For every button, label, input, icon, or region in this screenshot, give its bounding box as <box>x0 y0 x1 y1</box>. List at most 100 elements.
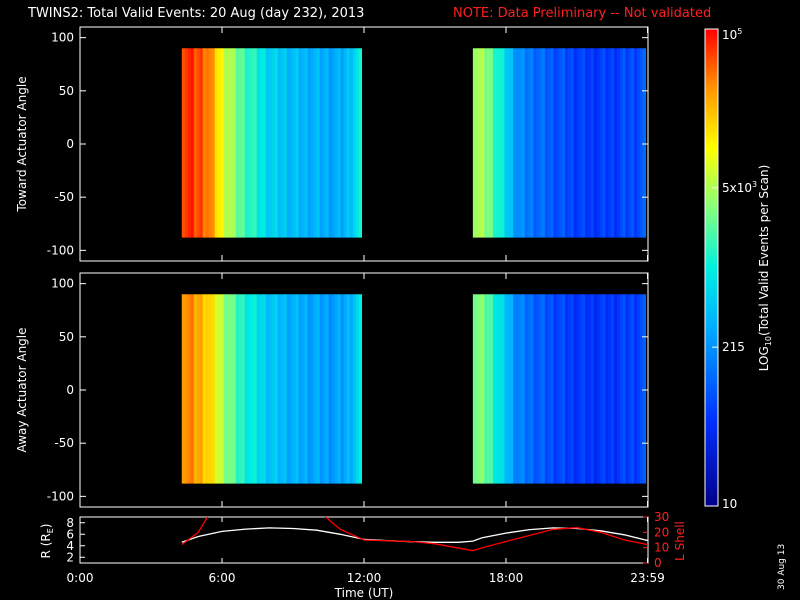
away-column <box>524 294 528 484</box>
date-stamp: 30 Aug 13 <box>777 544 787 590</box>
colorbar-tick-label: 215 <box>722 340 745 354</box>
away-column <box>547 294 552 484</box>
toward-column <box>642 48 647 238</box>
toward-column <box>322 48 327 238</box>
toward-column <box>553 48 557 238</box>
away-column <box>579 294 583 484</box>
away-column <box>611 294 615 484</box>
away-column <box>322 294 327 484</box>
toward-column <box>613 48 618 238</box>
away-column <box>349 294 354 484</box>
away-column <box>516 294 520 484</box>
away-column <box>634 294 638 484</box>
toward-column <box>298 48 303 238</box>
toward-column <box>478 48 482 238</box>
away-column <box>553 294 557 484</box>
toward-column <box>274 48 279 238</box>
toward-column <box>277 48 282 238</box>
toward-column <box>328 48 333 238</box>
toward-column <box>271 48 276 238</box>
away-column <box>265 294 270 484</box>
toward-column <box>193 48 198 238</box>
away-column <box>481 294 485 484</box>
away-column <box>642 294 647 484</box>
toward-column <box>187 48 192 238</box>
away-column <box>262 294 267 484</box>
away-column <box>616 294 621 484</box>
toward-column <box>570 48 575 238</box>
away-column <box>277 294 282 484</box>
away-column <box>530 294 534 484</box>
away-column <box>259 294 264 484</box>
toward-column <box>611 48 615 238</box>
away-column <box>510 294 514 484</box>
away-column <box>556 294 560 484</box>
toward-column <box>507 48 511 238</box>
toward-column <box>265 48 270 238</box>
away-column <box>588 294 592 484</box>
away-column <box>268 294 273 484</box>
away-column <box>193 294 198 484</box>
away-column <box>562 294 566 484</box>
toward-column <box>472 48 477 238</box>
away-column <box>521 294 526 484</box>
toward-column <box>590 48 595 238</box>
y-tick-label: -100 <box>47 243 74 257</box>
away-column <box>310 294 315 484</box>
colorbar-tick-label: 105 <box>722 27 742 42</box>
away-column <box>328 294 333 484</box>
away-column <box>576 294 580 484</box>
away-column <box>343 294 348 484</box>
toward-column <box>337 48 342 238</box>
lshell-line <box>181 517 648 552</box>
away-column <box>352 294 357 484</box>
toward-column <box>358 48 363 238</box>
away-column <box>518 294 523 484</box>
away-column <box>631 294 635 484</box>
toward-column <box>286 48 291 238</box>
away-column <box>313 294 318 484</box>
away-column <box>223 294 228 484</box>
toward-column <box>533 48 537 238</box>
toward-column <box>214 48 219 238</box>
toward-column <box>495 48 500 238</box>
away-column <box>593 294 598 484</box>
toward-column <box>516 48 520 238</box>
toward-column <box>524 48 528 238</box>
away-column <box>295 294 300 484</box>
away-column <box>244 294 249 484</box>
toward-column <box>625 48 629 238</box>
away-column <box>298 294 303 484</box>
away-column <box>196 294 201 484</box>
toward-column <box>190 48 195 238</box>
away-column <box>602 294 606 484</box>
y-tick-label: 100 <box>51 31 74 45</box>
toward-column <box>352 48 357 238</box>
away-column <box>334 294 339 484</box>
toward-column <box>325 48 330 238</box>
y-tick-label: 100 <box>51 277 74 291</box>
away-column <box>325 294 330 484</box>
toward-column <box>181 48 186 238</box>
away-column <box>241 294 246 484</box>
toward-column <box>238 48 243 238</box>
away-column <box>187 294 192 484</box>
toward-column <box>550 48 554 238</box>
toward-heatmap <box>181 48 647 238</box>
colorbar-tick-label: 5x103 <box>722 180 757 195</box>
toward-ylabel: Toward Actuator Angle <box>15 76 29 212</box>
toward-column <box>247 48 252 238</box>
lshell-tick-label: 20 <box>654 525 669 539</box>
away-column <box>636 294 641 484</box>
toward-column <box>631 48 635 238</box>
away-column <box>639 294 644 484</box>
away-column <box>622 294 626 484</box>
away-column <box>596 294 600 484</box>
y-tick-label: -100 <box>47 489 74 503</box>
toward-column <box>244 48 249 238</box>
y-tick-label: 50 <box>59 330 74 344</box>
away-column <box>181 294 186 484</box>
toward-column <box>513 48 517 238</box>
away-column <box>567 294 572 484</box>
y-tick-label: -50 <box>54 190 74 204</box>
